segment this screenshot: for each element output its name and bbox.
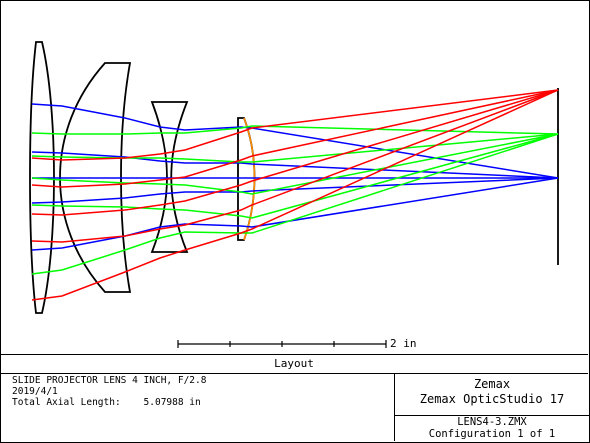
layout-title: Layout xyxy=(0,354,588,374)
info-panel: SLIDE PROJECTOR LENS 4 INCH, F/2.8 2019/… xyxy=(12,375,206,408)
software-name: Zemax OpticStudio 17 xyxy=(419,392,565,406)
scale-label: 2 in xyxy=(390,337,417,350)
file-info: LENS4-3.ZMX Configuration 1 of 1 xyxy=(395,415,589,442)
lens-2 xyxy=(59,62,132,293)
ray-field-2-1 xyxy=(31,125,559,135)
aperture-stop xyxy=(243,117,256,241)
lens-description: SLIDE PROJECTOR LENS 4 INCH, F/2.8 xyxy=(12,375,207,386)
scale-bar xyxy=(177,340,387,348)
ray-field-1-4 xyxy=(31,177,559,204)
configuration-text: Configuration 1 of 1 xyxy=(428,428,556,440)
ray-field-1-5 xyxy=(31,177,559,251)
optical-layout-diagram xyxy=(29,41,559,348)
axial-length-text: Total Axial Length: 5.07988 in xyxy=(12,397,201,408)
ray-field-2-4 xyxy=(31,133,559,219)
brand-name: Zemax xyxy=(473,377,511,391)
ray-field-2-2 xyxy=(31,133,559,163)
lens-4 xyxy=(237,117,256,241)
ray-field-3-2 xyxy=(31,89,559,188)
ray-field-1-1 xyxy=(31,103,559,179)
file-name: LENS4-3.ZMX xyxy=(457,416,527,428)
ray-field-3-4 xyxy=(31,89,559,243)
date-text: 2019/4/1 xyxy=(12,386,58,397)
ray-field-3-5 xyxy=(31,89,559,301)
ray-field-2-5 xyxy=(31,133,559,275)
brand-panel: Zemax Zemax OpticStudio 17 LENS4-3.ZMX C… xyxy=(394,373,589,441)
lens-1 xyxy=(29,41,55,314)
ray-field-2-3 xyxy=(31,133,559,195)
ray-field-1-2 xyxy=(31,151,559,179)
ray-field-3-1 xyxy=(31,89,559,161)
ray-field-3-3 xyxy=(31,89,559,216)
ray-bundles xyxy=(31,89,559,301)
